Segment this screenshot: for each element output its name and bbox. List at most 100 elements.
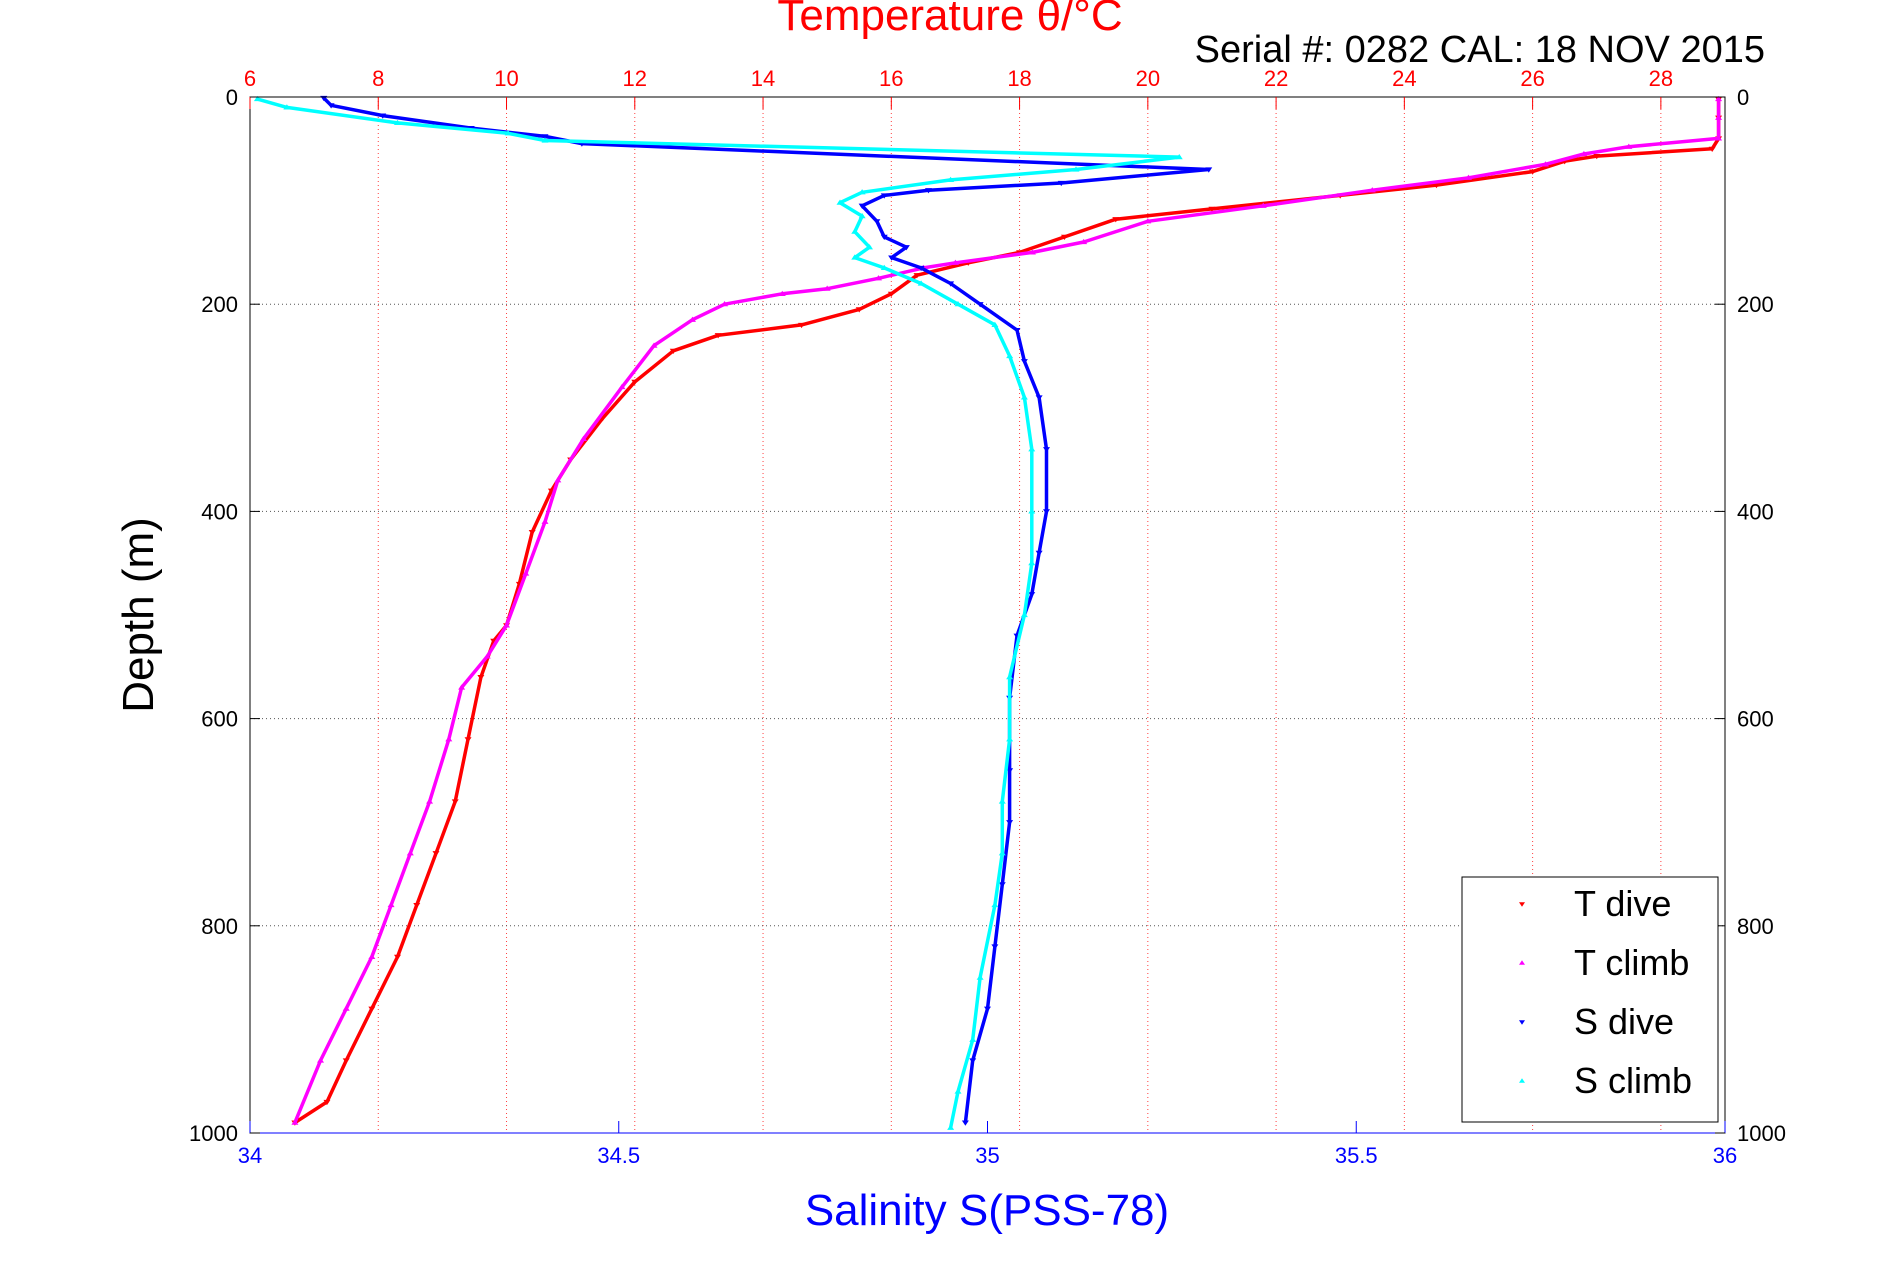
t-dive-trace bbox=[293, 99, 1721, 1125]
legend-marker-s-dive bbox=[1519, 1020, 1525, 1025]
t-dive-point bbox=[631, 379, 639, 386]
x-axis-label: Salinity S(PSS-78) bbox=[805, 1186, 1169, 1235]
s-climb-point bbox=[1006, 352, 1014, 359]
s-climb-point bbox=[991, 321, 999, 328]
t-climb-point bbox=[1464, 174, 1472, 180]
temperature-tick-label: 12 bbox=[623, 66, 647, 91]
depth-tick-label-right: 800 bbox=[1737, 914, 1774, 939]
s-dive-point bbox=[327, 103, 335, 109]
salinity-tick-label: 34.5 bbox=[597, 1143, 640, 1168]
s-dive-point bbox=[976, 302, 984, 308]
salinity-tick-label: 36 bbox=[1713, 1143, 1737, 1168]
t-dive-point bbox=[394, 954, 401, 961]
y-axis-label: Depth (m) bbox=[114, 517, 163, 713]
t-dive-point bbox=[368, 1006, 376, 1012]
t-climb-point bbox=[426, 798, 434, 804]
s-climb-point bbox=[998, 850, 1006, 856]
t-climb-point bbox=[823, 285, 831, 291]
s-dive-point bbox=[873, 219, 881, 225]
temperature-tick-label: 18 bbox=[1007, 66, 1031, 91]
s-climb-point bbox=[851, 228, 859, 234]
t-dive-point bbox=[451, 799, 459, 805]
depth-tick-label-left: 600 bbox=[201, 707, 238, 732]
temperature-tick-label: 20 bbox=[1136, 66, 1160, 91]
legend-marker-t-climb bbox=[1519, 960, 1525, 965]
temperature-tick-label: 14 bbox=[751, 66, 775, 91]
s-dive-point bbox=[984, 1006, 991, 1012]
legend-marker-t-dive bbox=[1519, 902, 1525, 907]
s-dive-point bbox=[379, 113, 387, 119]
t-climb-point bbox=[778, 290, 786, 296]
s-dive-point bbox=[1205, 167, 1213, 173]
t-climb-point bbox=[618, 383, 626, 390]
s-climb-point bbox=[1020, 394, 1028, 400]
t-climb-point bbox=[483, 653, 491, 659]
t-dive-point bbox=[1432, 182, 1440, 189]
s-dive-point bbox=[1035, 395, 1043, 401]
s-dive-point bbox=[991, 944, 999, 950]
salinity-tick-label: 34 bbox=[238, 1143, 262, 1168]
temperature-tick-label: 28 bbox=[1649, 66, 1673, 91]
s-climb-point bbox=[1028, 560, 1036, 566]
salinity-tick-label: 35 bbox=[975, 1143, 999, 1168]
t-dive-point bbox=[1060, 234, 1068, 241]
t-climb-point bbox=[1715, 95, 1723, 102]
legend-entries: T dive T climb S dive S climb bbox=[1519, 883, 1692, 1101]
t-climb-point bbox=[579, 435, 587, 441]
t-climb-point bbox=[1715, 135, 1723, 141]
s-dive-point bbox=[1006, 820, 1014, 826]
t-dive-point bbox=[1529, 169, 1537, 175]
t-climb-point bbox=[387, 901, 395, 908]
t-climb-point bbox=[541, 518, 549, 524]
t-dive-point bbox=[714, 333, 722, 339]
t-climb-point bbox=[458, 684, 466, 690]
s-climb-point bbox=[504, 130, 512, 136]
t-climb-point bbox=[1259, 202, 1267, 208]
depth-tick-label-left: 1000 bbox=[189, 1121, 238, 1146]
s-dive-point bbox=[1043, 509, 1050, 515]
t-climb-point bbox=[1625, 143, 1633, 149]
t-dive-point bbox=[1708, 146, 1716, 152]
s-dive-point bbox=[880, 234, 888, 241]
t-climb-point bbox=[951, 259, 959, 265]
s-climb-point bbox=[1072, 166, 1080, 172]
t-dive-point bbox=[432, 851, 440, 857]
legend-box bbox=[1461, 876, 1719, 1123]
depth-tick-label-right: 1000 bbox=[1737, 1121, 1786, 1146]
s-climb-point bbox=[991, 901, 999, 908]
temperature-tick-label: 24 bbox=[1392, 66, 1416, 91]
depth-tick-label-left: 200 bbox=[201, 292, 238, 317]
t-climb-point bbox=[721, 301, 729, 307]
s-climb-point bbox=[998, 798, 1006, 804]
depth-tick-label-right: 400 bbox=[1737, 499, 1774, 524]
legend: T dive T climb S dive S climb bbox=[1461, 876, 1719, 1123]
s-dive-point bbox=[925, 188, 932, 194]
s-climb-point bbox=[1175, 153, 1183, 160]
s-climb-point bbox=[858, 212, 866, 219]
t-dive-point bbox=[464, 737, 472, 743]
temperature-tick-label: 8 bbox=[372, 66, 384, 91]
s-dive-point bbox=[858, 203, 866, 209]
t-climb-point bbox=[1715, 114, 1723, 120]
t-climb-point bbox=[689, 316, 696, 322]
t-dive-point bbox=[413, 902, 421, 909]
t-dive-point bbox=[1593, 153, 1601, 160]
t-climb-point bbox=[406, 850, 414, 856]
legend-label-t-dive: T dive bbox=[1574, 883, 1671, 924]
t-climb-point bbox=[650, 342, 658, 348]
t-dive-point bbox=[1112, 217, 1120, 223]
depth-tick-label-right: 0 bbox=[1737, 85, 1749, 110]
t-dive-point bbox=[669, 348, 677, 354]
s-dive-point bbox=[1028, 592, 1036, 598]
t-dive-point bbox=[798, 322, 806, 329]
s-dive-point bbox=[1035, 550, 1043, 556]
depth-tick-label-left: 400 bbox=[201, 499, 238, 524]
s-dive-point bbox=[1057, 180, 1065, 187]
s-climb-point bbox=[253, 95, 261, 102]
s-climb-point bbox=[954, 1088, 962, 1094]
s-dive-point bbox=[1043, 447, 1050, 453]
temperature-tick-label: 22 bbox=[1264, 66, 1288, 91]
t-dive-point bbox=[342, 1058, 350, 1064]
serial-calibration-label: Serial #: 0282 CAL: 18 NOV 2015 bbox=[1195, 29, 1765, 71]
